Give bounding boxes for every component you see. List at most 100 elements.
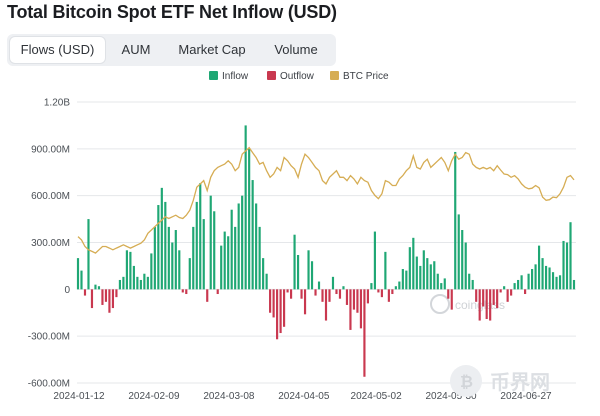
inflow-bar[interactable]: [412, 237, 415, 290]
inflow-bar[interactable]: [558, 275, 562, 290]
outflow-bar[interactable]: [510, 289, 513, 296]
inflow-bar[interactable]: [129, 251, 132, 290]
outflow-bar[interactable]: [524, 289, 527, 295]
tab-aum[interactable]: AUM: [121, 42, 151, 57]
outflow-bar[interactable]: [314, 289, 317, 296]
inflow-bar[interactable]: [471, 279, 474, 290]
inflow-bar[interactable]: [310, 261, 314, 290]
outflow-bar[interactable]: [216, 289, 219, 295]
inflow-bar[interactable]: [192, 226, 195, 290]
outflow-bar[interactable]: [185, 289, 188, 295]
inflow-bar[interactable]: [464, 242, 467, 290]
inflow-bar[interactable]: [293, 234, 296, 290]
inflow-bar[interactable]: [258, 226, 261, 290]
inflow-bar[interactable]: [94, 284, 97, 290]
inflow-bar[interactable]: [433, 261, 436, 290]
inflow-bar[interactable]: [544, 265, 548, 290]
inflow-bar[interactable]: [373, 231, 376, 290]
inflow-bar[interactable]: [125, 250, 128, 290]
inflow-bar[interactable]: [517, 279, 520, 290]
inflow-bar[interactable]: [220, 245, 223, 290]
inflow-bar[interactable]: [153, 226, 156, 290]
inflow-bar[interactable]: [136, 276, 139, 290]
inflow-bar[interactable]: [188, 258, 191, 290]
inflow-bar[interactable]: [426, 258, 429, 290]
inflow-bar[interactable]: [569, 222, 572, 290]
inflow-bar[interactable]: [174, 230, 177, 290]
inflow-bar[interactable]: [401, 269, 404, 290]
inflow-bar[interactable]: [317, 281, 321, 290]
outflow-bar[interactable]: [115, 289, 118, 298]
outflow-bar[interactable]: [485, 289, 488, 319]
inflow-bar[interactable]: [255, 203, 258, 290]
inflow-bar[interactable]: [157, 205, 160, 290]
inflow-bar[interactable]: [296, 254, 300, 290]
inflow-bar[interactable]: [80, 270, 83, 290]
outflow-bar[interactable]: [283, 289, 286, 327]
tab-market-cap[interactable]: Market Cap: [178, 42, 246, 57]
outflow-bar[interactable]: [338, 289, 342, 299]
inflow-bar[interactable]: [370, 283, 373, 290]
inflow-bar[interactable]: [150, 253, 153, 290]
inflow-bar[interactable]: [429, 264, 432, 290]
inflow-bar[interactable]: [160, 187, 163, 290]
inflow-bar[interactable]: [199, 183, 202, 290]
inflow-bar[interactable]: [565, 242, 569, 290]
inflow-bar[interactable]: [342, 286, 345, 290]
inflow-bar[interactable]: [468, 273, 471, 290]
inflow-bar[interactable]: [209, 195, 212, 290]
inflow-bar[interactable]: [415, 256, 418, 290]
outflow-bar[interactable]: [83, 289, 87, 296]
inflow-bar[interactable]: [87, 219, 90, 290]
outflow-bar[interactable]: [303, 289, 307, 315]
outflow-bar[interactable]: [289, 289, 293, 299]
tab-flows[interactable]: Flows (USD): [10, 37, 105, 63]
inflow-bar[interactable]: [408, 247, 411, 290]
inflow-bar[interactable]: [398, 281, 401, 290]
inflow-bar[interactable]: [541, 258, 544, 290]
outflow-bar[interactable]: [181, 289, 184, 293]
outflow-bar[interactable]: [492, 289, 495, 305]
outflow-bar[interactable]: [450, 289, 453, 310]
inflow-bar[interactable]: [405, 270, 408, 290]
inflow-bar[interactable]: [244, 125, 247, 290]
inflow-bar[interactable]: [513, 283, 516, 290]
inflow-bar[interactable]: [548, 267, 551, 290]
inflow-bar[interactable]: [384, 251, 387, 290]
inflow-bar[interactable]: [132, 265, 135, 290]
outflow-bar[interactable]: [335, 289, 338, 295]
inflow-bar[interactable]: [440, 283, 443, 290]
inflow-bar[interactable]: [394, 286, 397, 290]
outflow-bar[interactable]: [496, 289, 499, 309]
inflow-bar[interactable]: [248, 148, 251, 290]
outflow-bar[interactable]: [108, 289, 111, 313]
inflow-bar[interactable]: [265, 273, 268, 290]
inflow-bar[interactable]: [331, 276, 335, 290]
outflow-bar[interactable]: [478, 289, 481, 321]
inflow-bar[interactable]: [76, 258, 80, 290]
outflow-bar[interactable]: [272, 289, 275, 318]
inflow-bar[interactable]: [419, 265, 422, 290]
inflow-bar[interactable]: [167, 226, 170, 290]
legend-outflow[interactable]: Outflow: [267, 71, 314, 85]
inflow-bar[interactable]: [178, 250, 181, 290]
outflow-bar[interactable]: [482, 289, 485, 307]
inflow-bar[interactable]: [503, 286, 506, 290]
outflow-bar[interactable]: [359, 289, 363, 329]
inflow-bar[interactable]: [139, 279, 142, 290]
inflow-bar[interactable]: [202, 219, 205, 290]
inflow-bar[interactable]: [223, 231, 226, 290]
inflow-bar[interactable]: [461, 230, 464, 290]
inflow-bar[interactable]: [227, 236, 230, 290]
outflow-bar[interactable]: [499, 289, 502, 293]
inflow-bar[interactable]: [551, 272, 555, 290]
inflow-bar[interactable]: [562, 240, 565, 290]
inflow-bar[interactable]: [307, 250, 310, 290]
outflow-bar[interactable]: [324, 289, 328, 321]
inflow-bar[interactable]: [234, 226, 237, 290]
outflow-bar[interactable]: [447, 289, 450, 299]
inflow-bar[interactable]: [454, 151, 457, 290]
outflow-bar[interactable]: [104, 289, 108, 302]
inflow-bar[interactable]: [251, 180, 254, 290]
outflow-bar[interactable]: [111, 289, 115, 309]
